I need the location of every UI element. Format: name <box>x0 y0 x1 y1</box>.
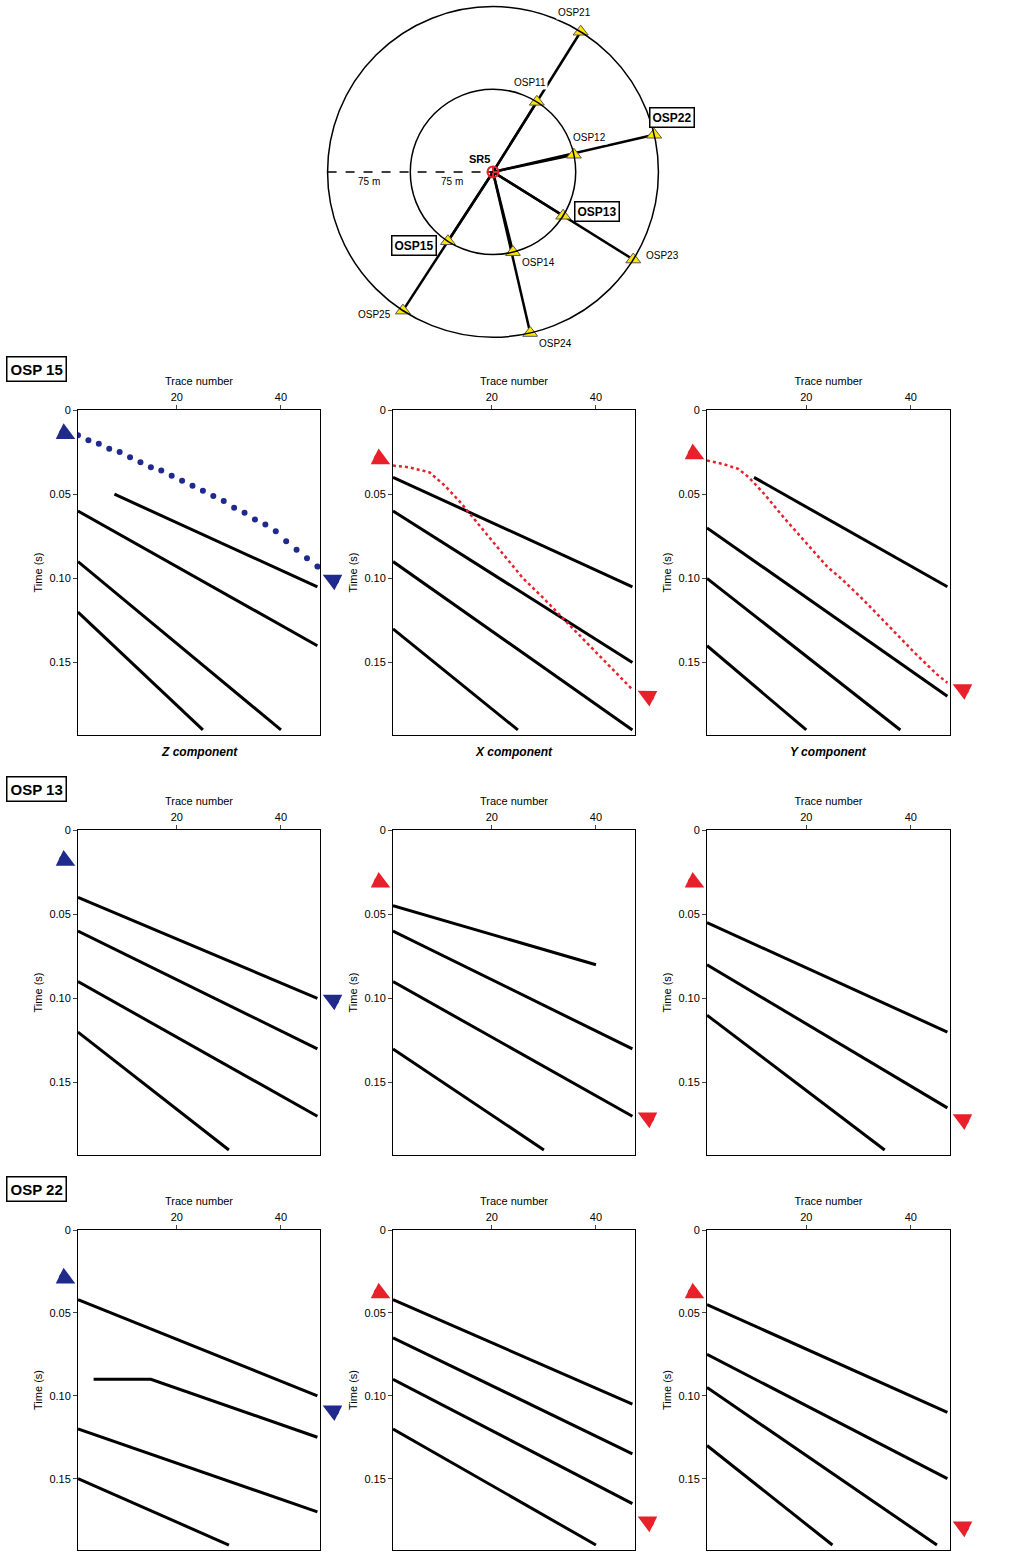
svg-text:Time (s): Time (s) <box>32 553 44 593</box>
svg-text:0.05: 0.05 <box>678 488 699 500</box>
svg-text:OSP14: OSP14 <box>522 257 555 268</box>
svg-text:0.15: 0.15 <box>49 656 70 668</box>
svg-text:20: 20 <box>486 811 498 823</box>
svg-text:20: 20 <box>486 391 498 403</box>
svg-text:0.15: 0.15 <box>49 1473 70 1485</box>
svg-text:0.05: 0.05 <box>49 908 70 920</box>
svg-text:40: 40 <box>275 811 287 823</box>
svg-text:Trace number: Trace number <box>165 375 233 387</box>
svg-text:0: 0 <box>65 404 71 416</box>
svg-text:40: 40 <box>590 391 602 403</box>
svg-text:0.15: 0.15 <box>678 656 699 668</box>
svg-text:OSP 13: OSP 13 <box>11 781 63 798</box>
svg-text:Trace number: Trace number <box>794 375 862 387</box>
svg-text:Y component: Y component <box>790 745 867 759</box>
svg-text:0.15: 0.15 <box>49 1076 70 1088</box>
svg-text:OSP25: OSP25 <box>358 309 391 320</box>
svg-text:0.05: 0.05 <box>364 488 385 500</box>
svg-text:Trace number: Trace number <box>480 795 548 807</box>
svg-text:0.10: 0.10 <box>678 572 699 584</box>
svg-text:OSP22: OSP22 <box>653 111 692 125</box>
svg-text:0.05: 0.05 <box>49 488 70 500</box>
svg-text:OSP13: OSP13 <box>578 205 617 219</box>
svg-text:0: 0 <box>380 824 386 836</box>
svg-text:OSP12: OSP12 <box>573 132 606 143</box>
svg-text:20: 20 <box>800 1211 812 1223</box>
svg-text:40: 40 <box>905 1211 917 1223</box>
svg-text:75 m: 75 m <box>441 176 463 187</box>
svg-text:0.05: 0.05 <box>364 908 385 920</box>
svg-text:OSP 15: OSP 15 <box>11 361 63 378</box>
svg-text:0: 0 <box>65 824 71 836</box>
svg-text:Time (s): Time (s) <box>32 1370 44 1410</box>
svg-text:Trace number: Trace number <box>794 1195 862 1207</box>
svg-text:OSP11: OSP11 <box>514 77 546 88</box>
svg-text:20: 20 <box>486 1211 498 1223</box>
svg-text:Time (s): Time (s) <box>661 1370 673 1410</box>
svg-text:0.15: 0.15 <box>678 1473 699 1485</box>
svg-text:75 m: 75 m <box>358 176 380 187</box>
svg-text:Z component: Z component <box>161 745 238 759</box>
svg-text:0.05: 0.05 <box>678 1307 699 1319</box>
svg-text:0: 0 <box>65 1224 71 1236</box>
svg-text:Trace number: Trace number <box>165 1195 233 1207</box>
svg-text:Time (s): Time (s) <box>347 553 359 593</box>
svg-text:Trace number: Trace number <box>480 375 548 387</box>
svg-text:0.10: 0.10 <box>364 1390 385 1402</box>
svg-text:SR5: SR5 <box>469 153 490 165</box>
svg-text:0.10: 0.10 <box>364 992 385 1004</box>
svg-text:0.05: 0.05 <box>49 1307 70 1319</box>
svg-text:0.15: 0.15 <box>678 1076 699 1088</box>
svg-text:40: 40 <box>590 1211 602 1223</box>
svg-text:Time (s): Time (s) <box>661 973 673 1013</box>
svg-text:OSP 22: OSP 22 <box>11 1181 63 1198</box>
svg-text:0.15: 0.15 <box>364 1473 385 1485</box>
svg-text:0.10: 0.10 <box>364 572 385 584</box>
svg-text:OSP21: OSP21 <box>558 7 591 18</box>
svg-text:20: 20 <box>171 1211 183 1223</box>
svg-text:0: 0 <box>694 1224 700 1236</box>
svg-text:40: 40 <box>905 811 917 823</box>
svg-text:40: 40 <box>275 1211 287 1223</box>
svg-text:40: 40 <box>905 391 917 403</box>
svg-text:0.05: 0.05 <box>364 1307 385 1319</box>
svg-text:Time (s): Time (s) <box>32 973 44 1013</box>
svg-text:40: 40 <box>590 811 602 823</box>
svg-text:0.10: 0.10 <box>678 1390 699 1402</box>
svg-text:0.10: 0.10 <box>678 992 699 1004</box>
svg-text:Trace number: Trace number <box>480 1195 548 1207</box>
svg-text:0.15: 0.15 <box>364 656 385 668</box>
svg-text:20: 20 <box>171 811 183 823</box>
svg-text:OSP23: OSP23 <box>646 250 679 261</box>
svg-text:0: 0 <box>694 404 700 416</box>
svg-text:0.10: 0.10 <box>49 572 70 584</box>
svg-text:0.15: 0.15 <box>364 1076 385 1088</box>
svg-text:0.10: 0.10 <box>49 1390 70 1402</box>
svg-text:0.05: 0.05 <box>678 908 699 920</box>
svg-text:OSP24: OSP24 <box>539 338 572 349</box>
svg-text:20: 20 <box>171 391 183 403</box>
svg-text:20: 20 <box>800 391 812 403</box>
svg-text:Time (s): Time (s) <box>661 553 673 593</box>
svg-text:Trace number: Trace number <box>794 795 862 807</box>
svg-text:0: 0 <box>694 824 700 836</box>
svg-text:OSP15: OSP15 <box>395 239 434 253</box>
svg-text:Time (s): Time (s) <box>347 1370 359 1410</box>
svg-text:0: 0 <box>380 404 386 416</box>
svg-text:40: 40 <box>275 391 287 403</box>
svg-text:Time (s): Time (s) <box>347 973 359 1013</box>
svg-text:0: 0 <box>380 1224 386 1236</box>
svg-text:20: 20 <box>800 811 812 823</box>
svg-text:X component: X component <box>475 745 553 759</box>
svg-text:0.10: 0.10 <box>49 992 70 1004</box>
svg-text:Trace number: Trace number <box>165 795 233 807</box>
